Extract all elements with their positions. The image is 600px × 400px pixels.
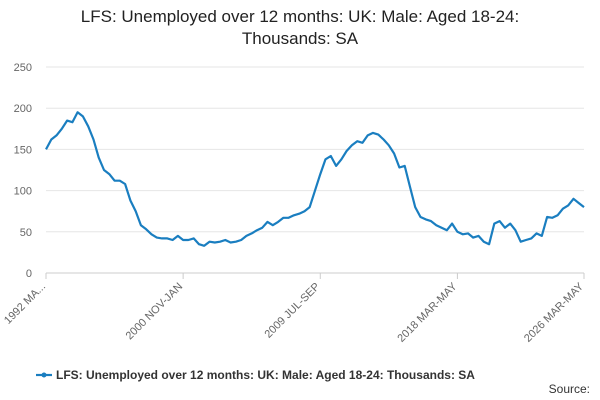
y-tick-label: 100 <box>14 186 32 198</box>
x-tick-label: 2018 MAR-MAY <box>395 280 460 345</box>
x-tick-label: 1992 MA... <box>2 281 48 327</box>
y-tick-label: 200 <box>14 103 32 115</box>
legend-label: LFS: Unemployed over 12 months: UK: Male… <box>56 368 475 382</box>
x-tick-label: 2026 MAR-MAY <box>522 280 587 345</box>
source: Source: <box>549 382 590 396</box>
y-tick-label: 150 <box>14 144 32 156</box>
x-tick-label: 2009 JUL-SEP <box>262 281 322 341</box>
y-tick-label: 0 <box>26 268 32 280</box>
y-tick-label: 50 <box>20 227 32 239</box>
series-line <box>45 111 585 247</box>
x-tick-label: 2000 NOV-JAN <box>124 281 186 343</box>
y-tick-label: 250 <box>14 62 32 74</box>
chart-title: LFS: Unemployed over 12 months: UK: Male… <box>80 7 520 48</box>
legend-marker <box>41 372 47 378</box>
